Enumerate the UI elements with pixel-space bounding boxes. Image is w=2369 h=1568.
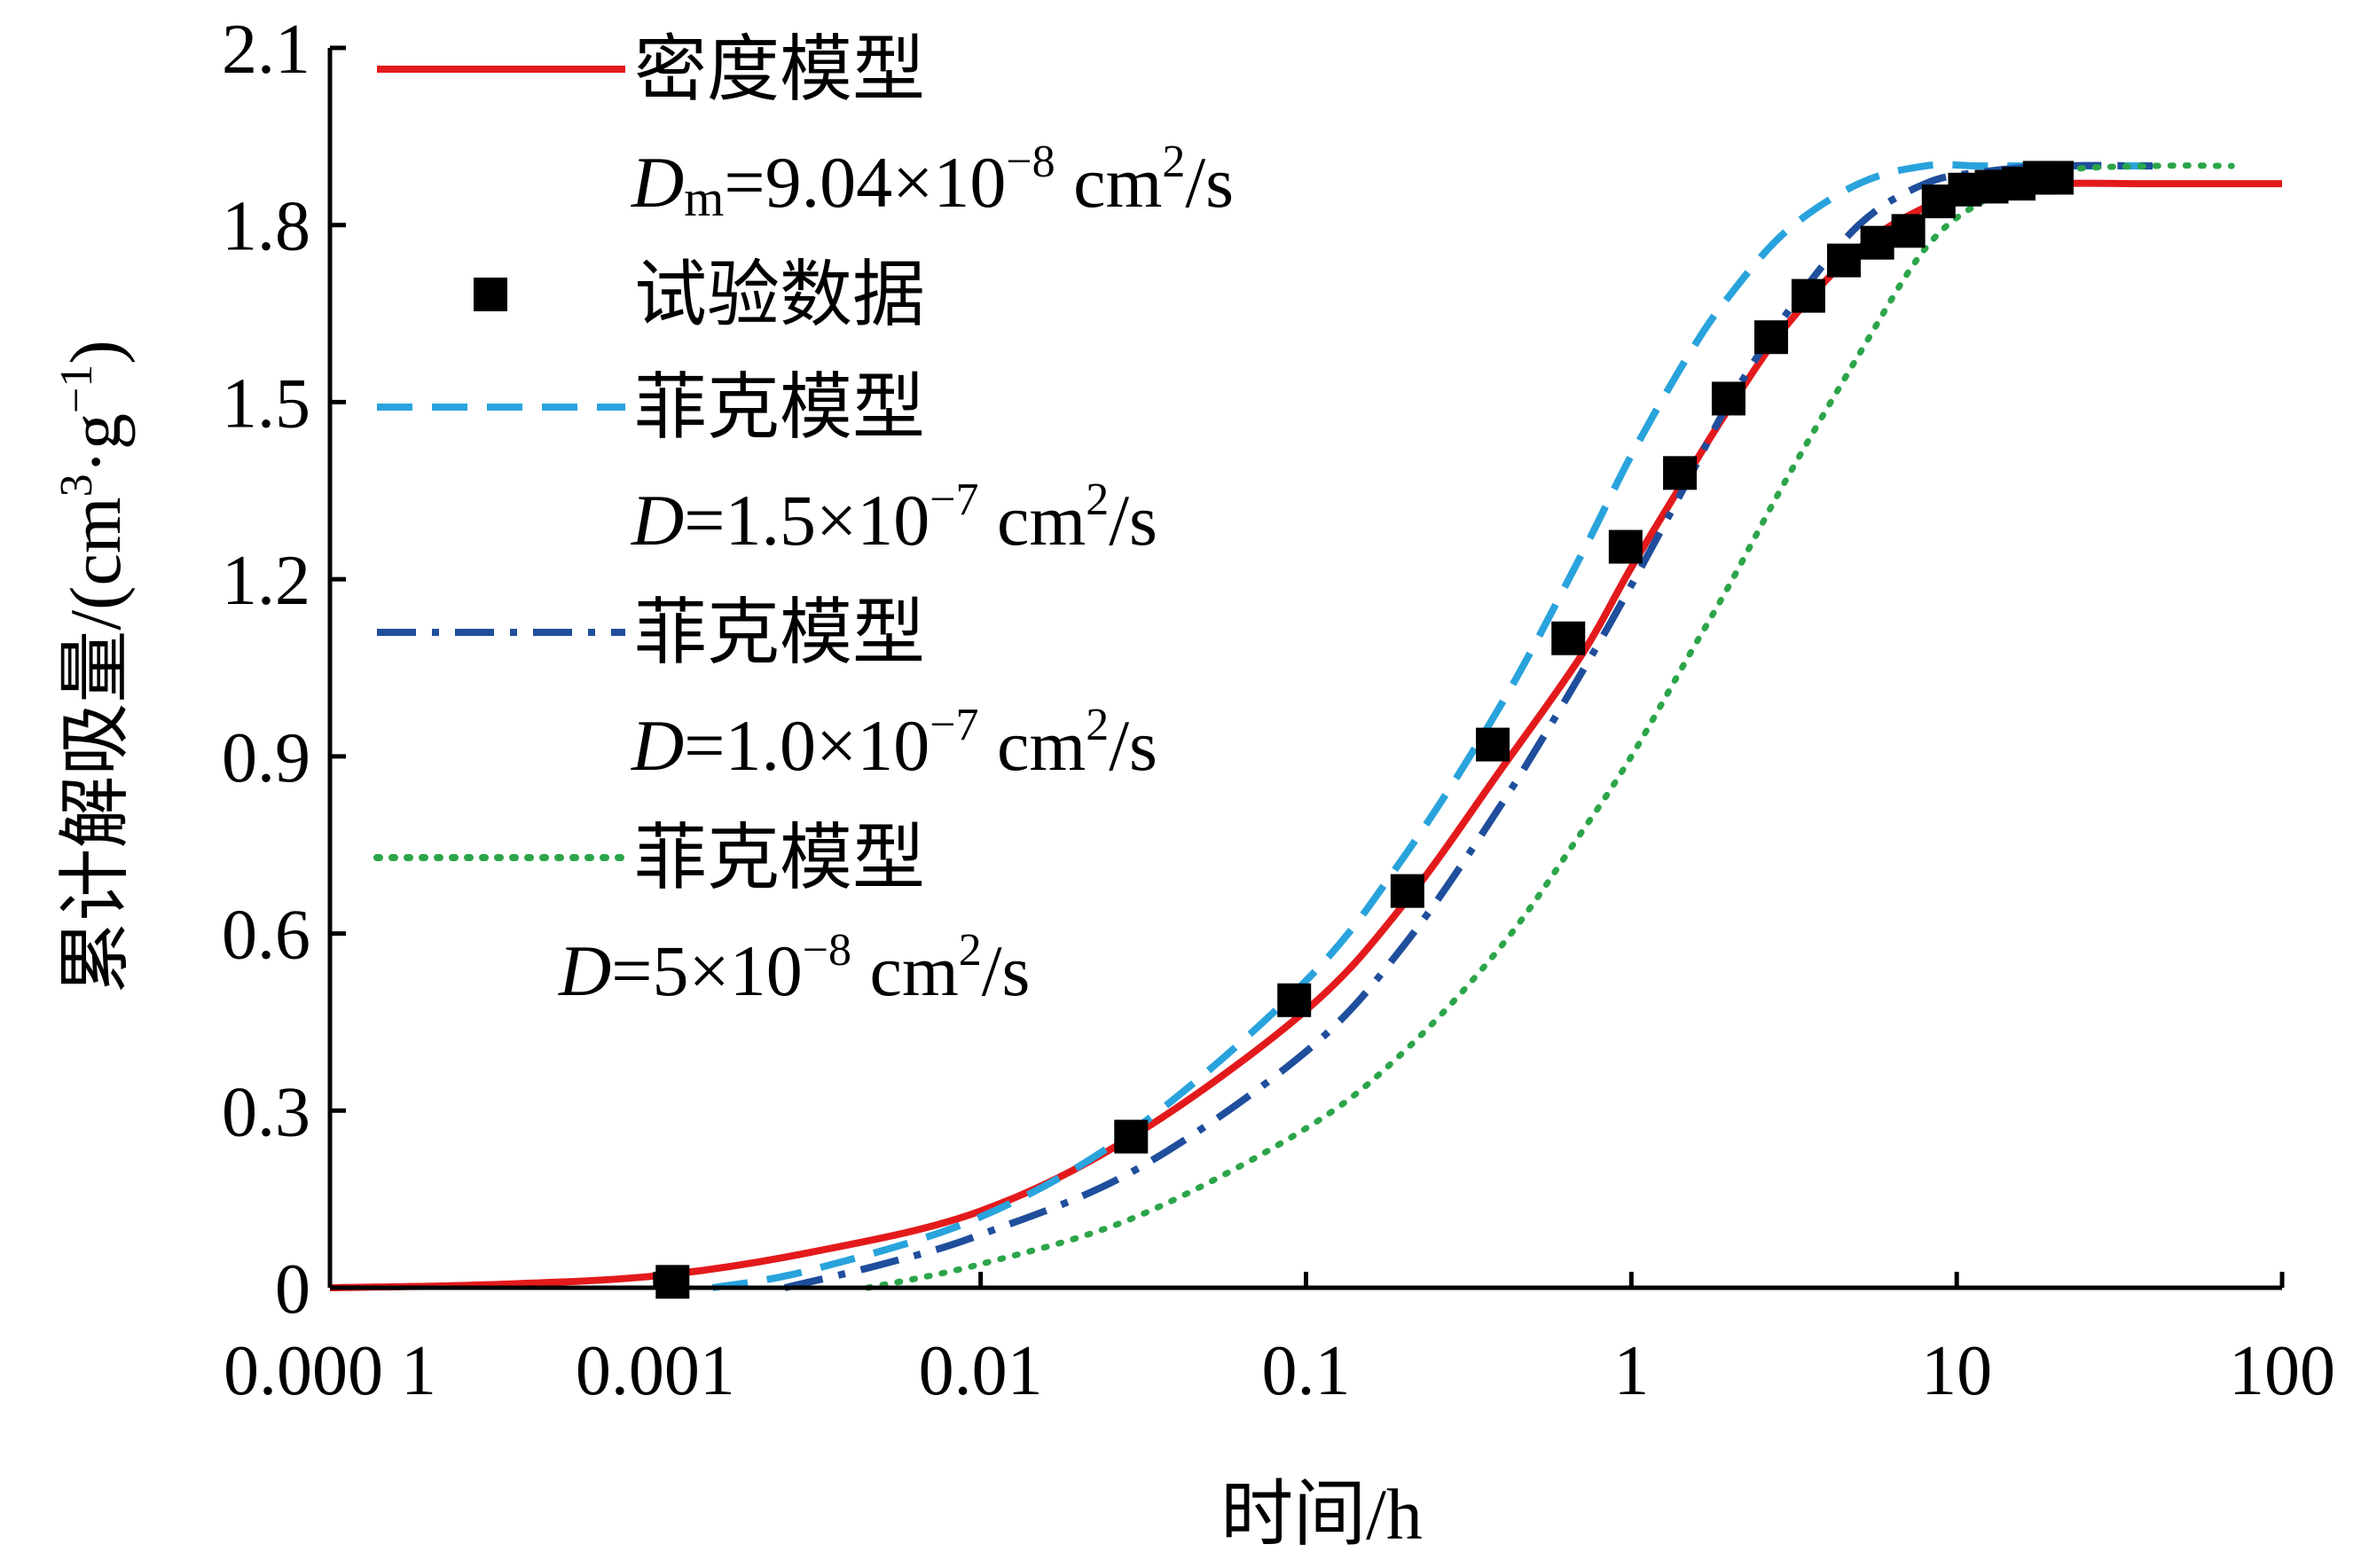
series-line-0	[329, 179, 2282, 1291]
y-tick-label: 2.1	[222, 11, 310, 89]
legend-param-label: D=1.0×10−7 cm2/s	[631, 700, 1157, 786]
legend-marker-icon	[474, 278, 507, 311]
y-axis-title-main: 累计解吸量/(cm	[55, 497, 136, 993]
y-tick-label: 0.6	[222, 897, 310, 975]
legend-param-label: Dm=9.04×10−8 cm2/s	[631, 137, 1234, 227]
data-point	[1753, 320, 1788, 355]
plot-lines	[329, 161, 2282, 1291]
data-point	[1277, 983, 1312, 1017]
y-tick-label: 1.5	[222, 365, 310, 443]
x-axis-title: 时间/h	[1220, 1474, 1423, 1555]
y-axis-title-mid: ·g	[55, 413, 136, 474]
legend-param-label: D=1.5×10−7 cm2/s	[631, 474, 1157, 561]
y-axis-title-sup1: 3	[51, 474, 102, 497]
x-tick-label: 0.001	[576, 1332, 735, 1410]
y-tick-label: 1.8	[222, 188, 310, 266]
y-tick-label: 1.2	[222, 542, 310, 620]
x-tick-label: 0.000 1	[224, 1332, 436, 1410]
series-line-2	[711, 161, 2153, 1291]
series-line-3	[783, 161, 2153, 1291]
y-tick-label: 0.3	[222, 1073, 310, 1151]
x-tick-label: 1	[1613, 1332, 1649, 1410]
data-point	[1891, 214, 1926, 248]
y-ticks: 0 0.3 0.6 0.9 1.2 1.5 1.8 2.1	[222, 11, 346, 1329]
legend-label: 菲克模型	[634, 592, 925, 673]
data-point	[1663, 456, 1698, 490]
y-axis-title: 累计解吸量/(cm3·g−1)	[51, 340, 136, 993]
x-ticks: 0.000 1 0.001 0.01 0.1 1 10 100	[224, 1272, 2335, 1410]
legend-label: 菲克模型	[634, 818, 925, 898]
x-tick-label: 100	[2229, 1332, 2335, 1410]
data-point	[1390, 874, 1424, 908]
data-point	[1826, 243, 1861, 278]
legend-label: 密度模型	[634, 29, 925, 110]
legend-param-label: D=5×10−8 cm2/s	[558, 925, 1030, 1011]
data-point	[2039, 161, 2074, 195]
y-axis-title-sup2: −1	[51, 365, 102, 413]
legend-label: 试验数据	[634, 255, 925, 335]
legend-label: 菲克模型	[634, 367, 925, 448]
data-point	[1551, 621, 1586, 655]
x-tick-label: 0.01	[919, 1332, 1043, 1410]
data-point	[1608, 529, 1643, 564]
x-tick-label: 0.1	[1262, 1332, 1351, 1410]
y-tick-label: 0.9	[222, 719, 310, 797]
axes	[327, 48, 2282, 1290]
data-point	[655, 1265, 690, 1299]
data-point	[1114, 1119, 1149, 1154]
data-point	[1860, 225, 1894, 260]
x-tick-label: 10	[1921, 1332, 1992, 1410]
y-axis-title-end: )	[55, 340, 136, 364]
data-point	[1711, 381, 1745, 416]
data-markers	[655, 161, 2074, 1299]
data-point	[1476, 727, 1510, 762]
data-point	[1791, 278, 1825, 313]
y-tick-label: 0	[275, 1250, 310, 1329]
